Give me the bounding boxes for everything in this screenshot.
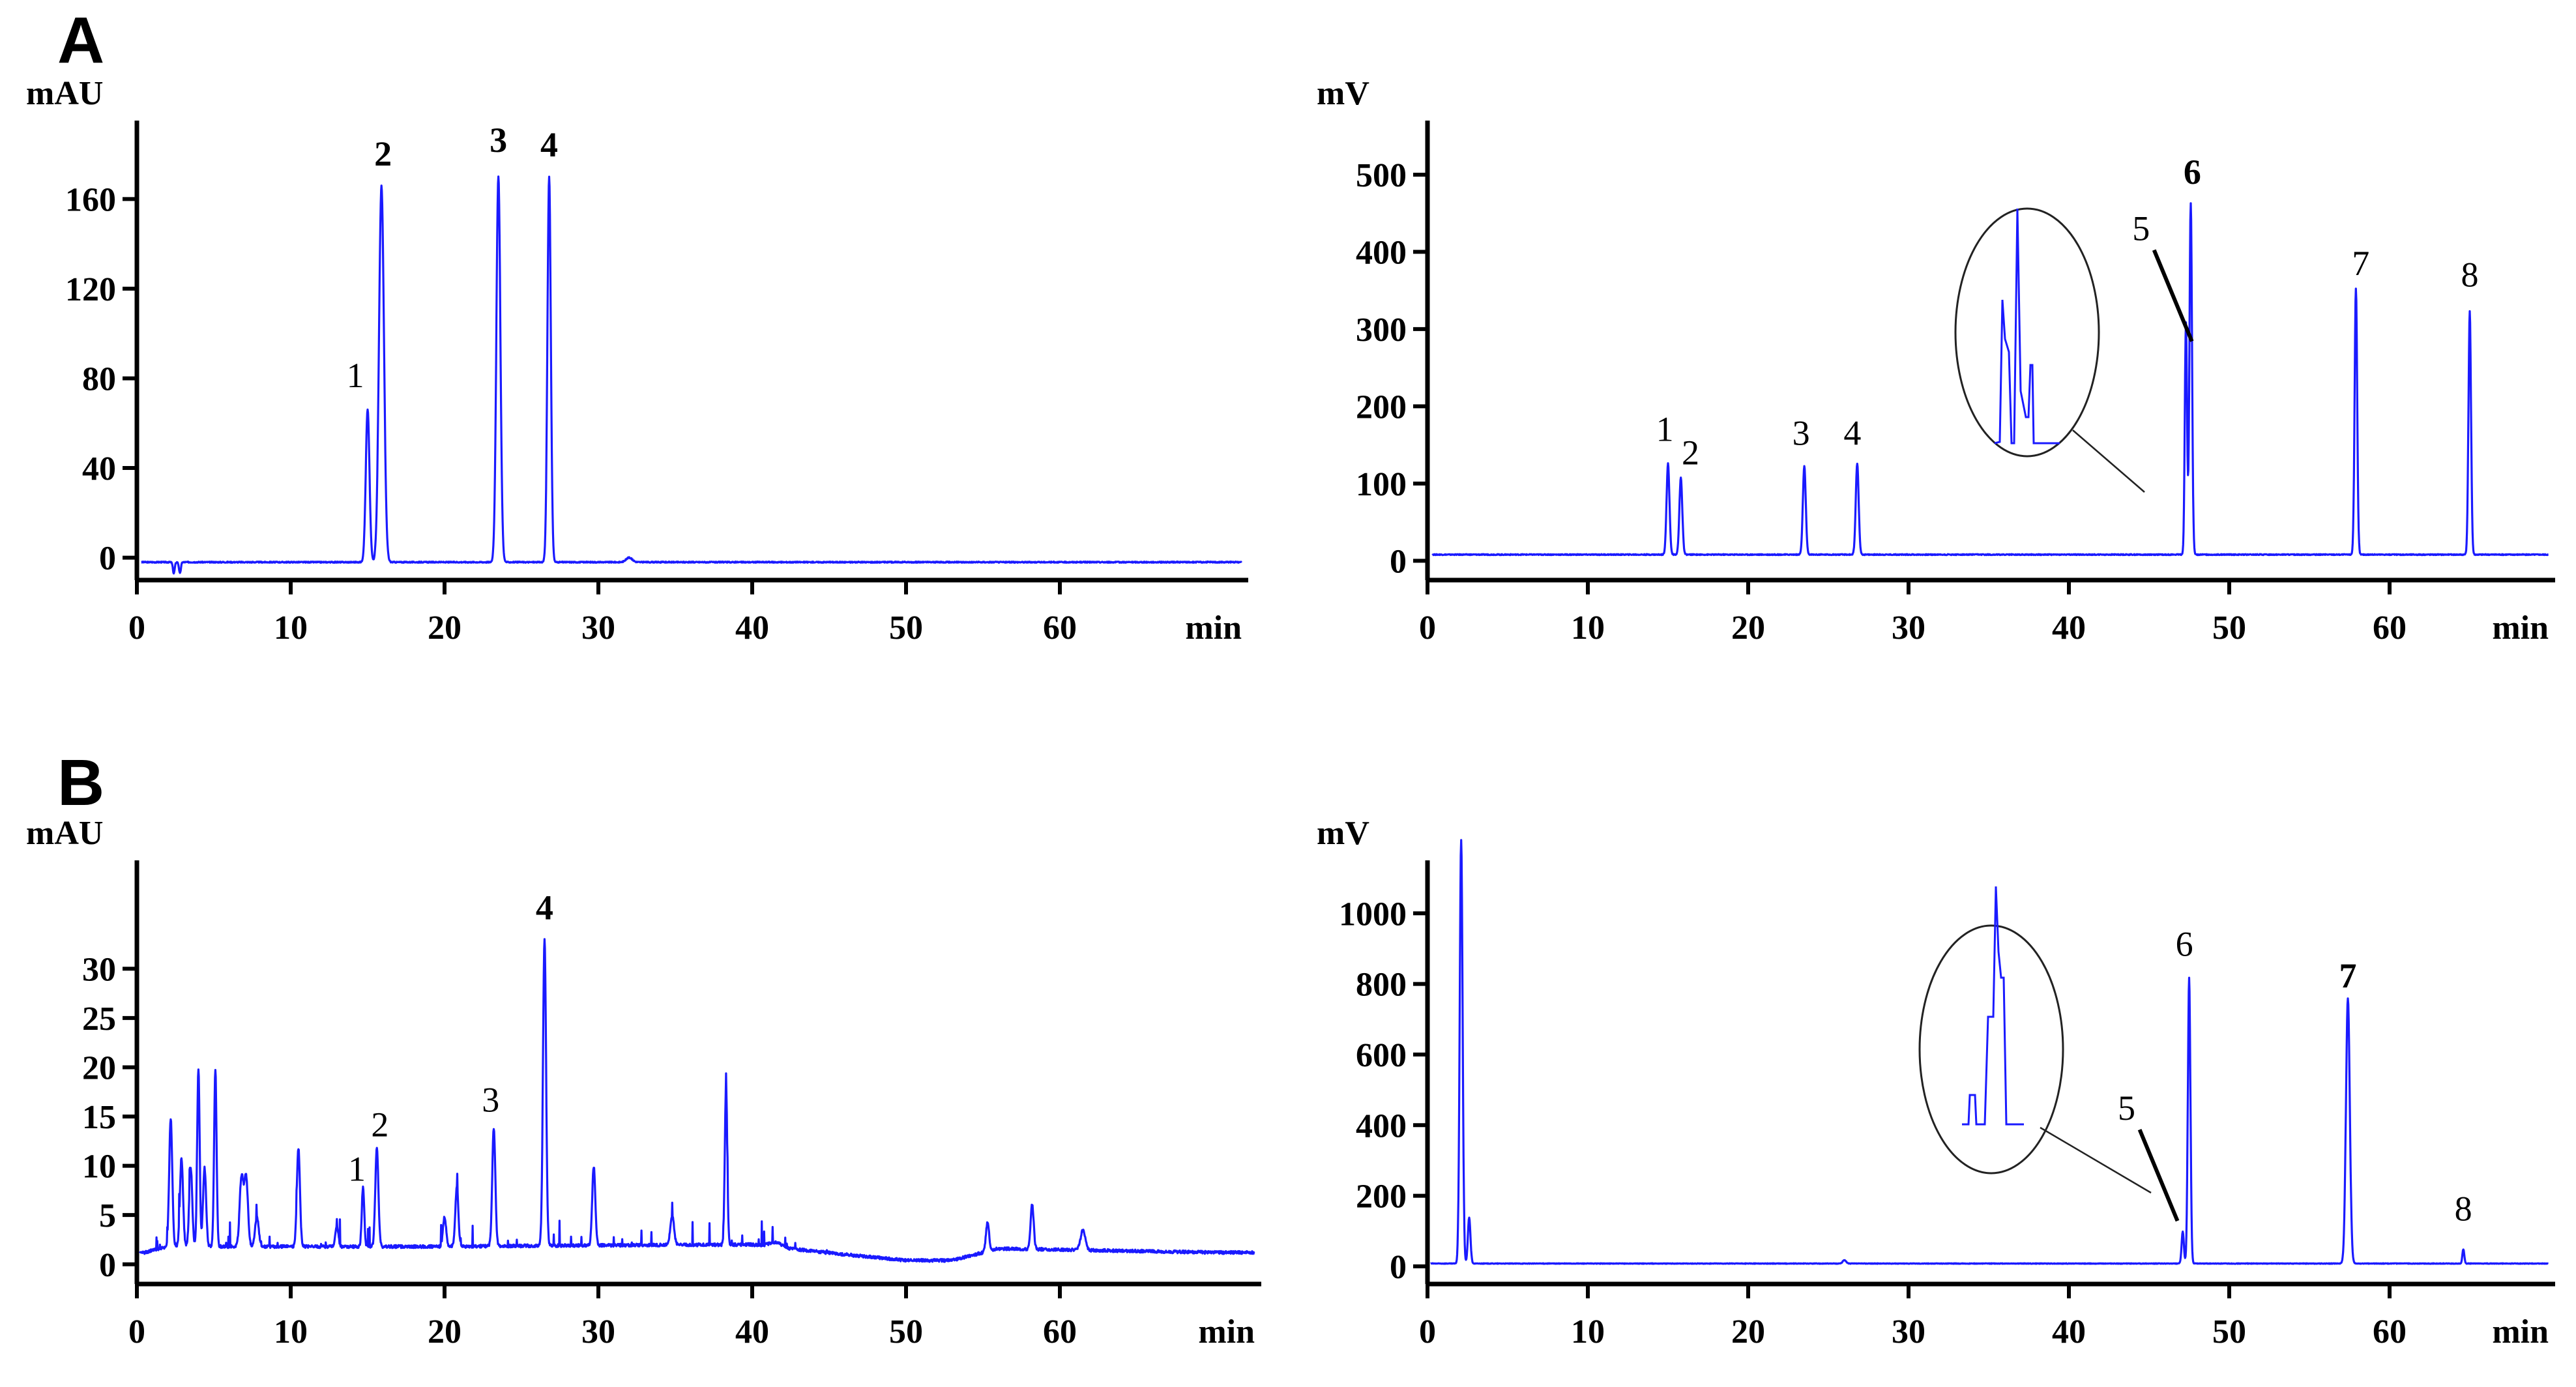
peak-5-pointer <box>2152 249 2194 342</box>
peak-label: 1 <box>347 356 364 395</box>
y-tick-label: 200 <box>1356 1178 1407 1216</box>
x-tick-label: 60 <box>2373 1313 2407 1350</box>
y-tick-label: 800 <box>1356 967 1407 1004</box>
y-tick-label: 400 <box>1356 1107 1407 1145</box>
x-tick-label: 50 <box>889 1313 923 1350</box>
y-tick-label: 500 <box>1356 157 1407 194</box>
x-tick-label: 10 <box>1571 609 1605 647</box>
peak-label: 6 <box>2176 924 2193 963</box>
y-axis-unit: mV <box>1317 815 1369 852</box>
zoom-inset-connector <box>2040 1126 2152 1194</box>
x-tick-label: 30 <box>581 1313 615 1350</box>
y-tick-label: 120 <box>65 271 116 308</box>
y-tick-label: 0 <box>99 1247 116 1284</box>
x-tick-label: 20 <box>428 609 461 647</box>
chromatogram-trace <box>1429 839 2549 1265</box>
x-tick-label: 20 <box>1731 1313 1765 1350</box>
y-tick-label: 40 <box>82 450 116 488</box>
peak-label: 7 <box>2339 956 2357 995</box>
x-axis-unit: min <box>2492 609 2549 647</box>
y-tick-label: 160 <box>65 181 116 218</box>
peak-label: 5 <box>2132 209 2150 248</box>
peak-label: 1 <box>348 1149 366 1188</box>
x-tick-label: 30 <box>1892 1313 1925 1350</box>
zoom-inset-connector <box>2072 430 2145 493</box>
panel-label-b: B <box>57 746 104 819</box>
y-tick-label: 10 <box>82 1148 116 1186</box>
chromatogram-trace <box>139 938 1255 1263</box>
x-tick-label: 50 <box>2212 609 2246 647</box>
y-axis-unit: mV <box>1317 75 1369 112</box>
x-axis-unit: min <box>2492 1313 2549 1350</box>
y-tick-label: 300 <box>1356 312 1407 349</box>
peak-label: 3 <box>1793 414 1810 453</box>
x-tick-label: 20 <box>428 1313 461 1350</box>
zoom-inset-ellipse <box>1918 924 2064 1175</box>
x-tick-label: 40 <box>2052 609 2086 647</box>
chart-a-fld: 0 100 200 300 400 500 0 10 20 30 40 50 60 mV min 12 3 4 56… <box>1317 75 2555 647</box>
y-axis-unit: mAU <box>26 815 103 852</box>
x-tick-label: 60 <box>1043 609 1077 647</box>
x-tick-label: 40 <box>2052 1313 2086 1350</box>
peak-label: 5 <box>2118 1088 2135 1128</box>
x-tick-label: 40 <box>735 1313 769 1350</box>
x-tick-label: 50 <box>889 609 923 647</box>
x-tick-label: 60 <box>2373 609 2407 647</box>
x-tick-label: 0 <box>1419 1313 1436 1350</box>
y-tick-label: 5 <box>99 1197 116 1234</box>
y-tick-label: 80 <box>82 360 116 398</box>
x-tick-label: 60 <box>1043 1313 1077 1350</box>
y-tick-label: 20 <box>82 1049 116 1087</box>
x-tick-label: 30 <box>1892 609 1925 647</box>
y-tick-label: 30 <box>82 951 116 988</box>
peak-label: 6 <box>2184 153 2201 192</box>
y-tick-label: 25 <box>82 1000 116 1038</box>
zoom-inset-trace <box>1994 208 2060 445</box>
peak-label: 8 <box>2455 1190 2472 1229</box>
chart-a-uv: 0 40 80 120 160 0 10 20 30 40 50 60 mAU min 1 2 3 4 <box>26 75 1248 647</box>
x-axis-unit: min <box>1198 1313 1255 1350</box>
y-tick-label: 15 <box>82 1099 116 1136</box>
y-tick-label: 0 <box>1390 543 1407 580</box>
x-tick-label: 10 <box>274 609 308 647</box>
peak-label: 4 <box>536 888 553 927</box>
x-tick-label: 0 <box>128 1313 145 1350</box>
y-tick-label: 400 <box>1356 234 1407 271</box>
peak-5-pointer <box>2137 1128 2180 1222</box>
panel-label-a: A <box>57 4 104 77</box>
y-tick-label: 200 <box>1356 388 1407 426</box>
peak-label: 1 <box>1656 410 1674 449</box>
x-tick-label: 0 <box>128 609 145 647</box>
x-tick-label: 10 <box>274 1313 308 1350</box>
peak-label: 3 <box>490 121 507 160</box>
x-tick-label: 20 <box>1731 609 1765 647</box>
x-tick-label: 0 <box>1419 609 1436 647</box>
peak-label: 2 <box>371 1105 388 1144</box>
peak-label: 4 <box>1843 414 1861 453</box>
peak-label: 3 <box>482 1080 499 1119</box>
y-tick-label: 1000 <box>1339 896 1407 933</box>
x-axis-unit: min <box>1185 609 1242 647</box>
chart-b-fld: 0 200 400 600 800 1000 0 10 20 30 40 50 60 mV min 5 6 7 8 <box>1317 815 2555 1350</box>
peak-label: 4 <box>540 125 558 164</box>
x-tick-label: 10 <box>1571 1313 1605 1350</box>
peak-label: 7 <box>2352 244 2369 283</box>
chromatogram-trace <box>141 175 1242 575</box>
zoom-inset-ellipse <box>1954 207 2100 458</box>
y-tick-label: 0 <box>1390 1249 1407 1286</box>
x-tick-label: 50 <box>2212 1313 2246 1350</box>
chromatogram-trace <box>1431 202 2549 557</box>
peak-label: 8 <box>2461 256 2479 295</box>
x-tick-label: 40 <box>735 609 769 647</box>
y-tick-label: 600 <box>1356 1037 1407 1074</box>
x-tick-label: 30 <box>581 609 615 647</box>
y-axis-unit: mAU <box>26 75 103 112</box>
peak-label: 2 <box>374 134 392 173</box>
y-tick-label: 100 <box>1356 466 1407 503</box>
chart-b-uv: 0 5 10 15 20 25 30 0 10 20 30 40 50 60 mAU min 12 3 4 <box>26 815 1261 1350</box>
zoom-inset-trace <box>1962 886 2024 1126</box>
peak-label: 2 <box>1682 433 1699 472</box>
y-tick-label: 0 <box>99 540 116 577</box>
